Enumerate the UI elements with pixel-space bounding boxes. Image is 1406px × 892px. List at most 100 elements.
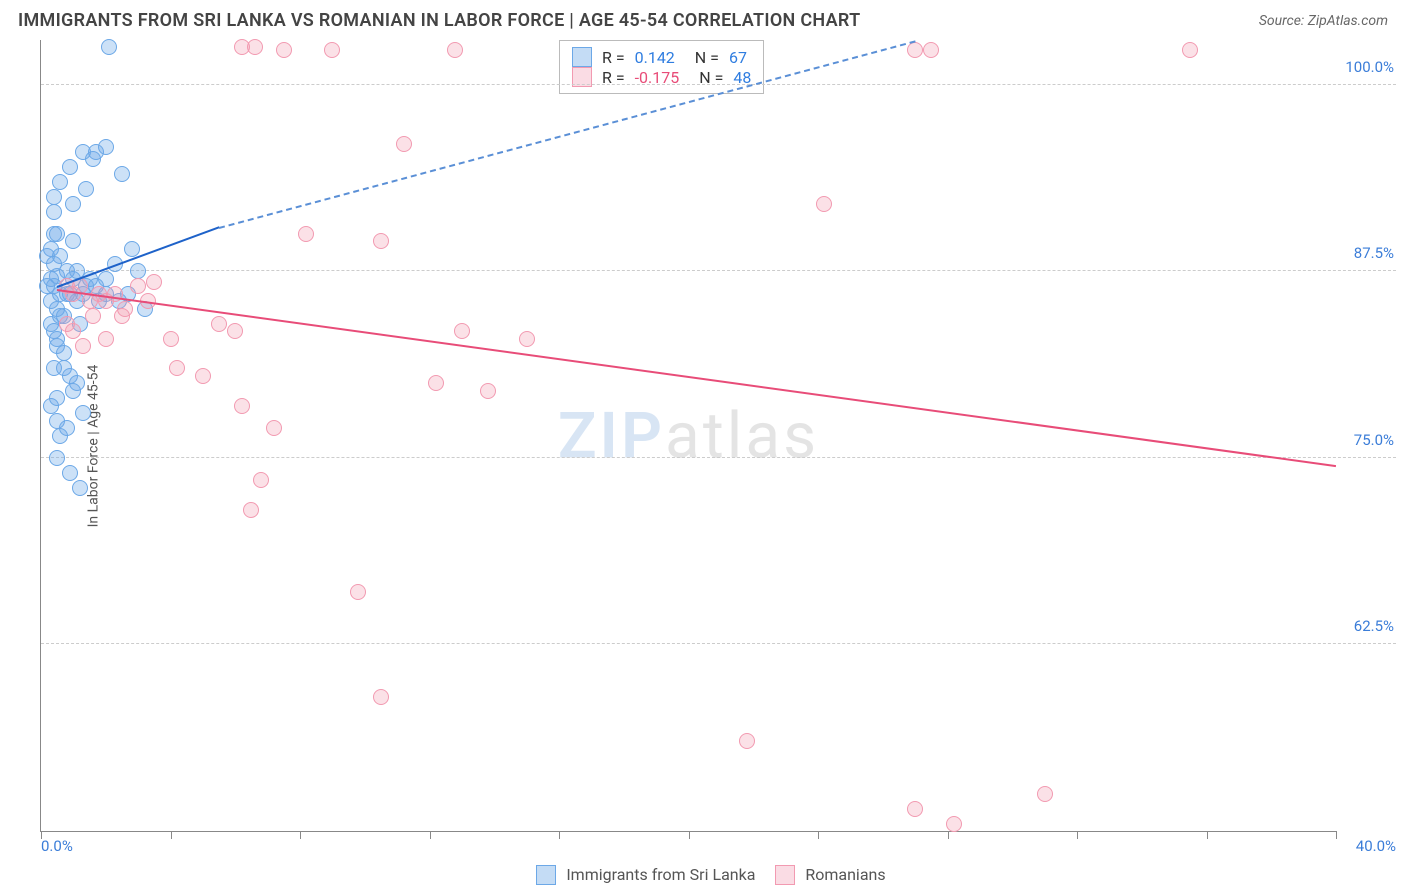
source-credit: Source: ZipAtlas.com — [1259, 13, 1388, 29]
scatter-point — [169, 360, 185, 376]
scatter-point — [101, 39, 117, 55]
scatter-point — [373, 689, 389, 705]
scatter-point — [907, 42, 923, 58]
scatter-point — [52, 174, 68, 190]
scatter-point — [195, 368, 211, 384]
scatter-point — [114, 166, 130, 182]
plot-area: ZIPatlas R = 0.142 N = 67 R = -0.175 N =… — [40, 40, 1336, 832]
scatter-point — [227, 323, 243, 339]
y-tick-label: 75.0% — [1339, 431, 1394, 449]
scatter-point — [43, 241, 59, 257]
swatch-icon — [572, 47, 592, 67]
chart-title: IMMIGRANTS FROM SRI LANKA VS ROMANIAN IN… — [18, 10, 860, 31]
legend-label-b: Romanians — [805, 865, 885, 884]
gridline — [41, 270, 1396, 271]
x-tick — [41, 831, 42, 839]
y-tick-label: 87.5% — [1339, 244, 1394, 262]
x-tick — [1336, 831, 1337, 839]
x-tick — [300, 831, 301, 839]
scatter-point — [253, 472, 269, 488]
scatter-point — [43, 398, 59, 414]
scatter-point — [816, 196, 832, 212]
stats-box: R = 0.142 N = 67 R = -0.175 N = 48 — [559, 40, 764, 94]
scatter-point — [59, 420, 75, 436]
scatter-point — [519, 331, 535, 347]
x-tick — [559, 831, 560, 839]
scatter-point — [46, 204, 62, 220]
x-tick — [1077, 831, 1078, 839]
scatter-point — [480, 383, 496, 399]
scatter-point — [247, 39, 263, 55]
scatter-point — [130, 263, 146, 279]
source-name: ZipAtlas.com — [1308, 13, 1388, 29]
scatter-point — [907, 801, 923, 817]
x-tick — [1207, 831, 1208, 839]
r-value-a: 0.142 — [635, 48, 675, 67]
gridline — [41, 643, 1396, 644]
scatter-point — [62, 159, 78, 175]
gridline — [41, 457, 1396, 458]
scatter-point — [62, 465, 78, 481]
scatter-point — [946, 816, 962, 832]
scatter-point — [454, 323, 470, 339]
scatter-point — [75, 338, 91, 354]
scatter-point — [739, 733, 755, 749]
stats-row-a: R = 0.142 N = 67 — [572, 47, 751, 67]
n-label: N = — [695, 48, 719, 67]
trend-line — [57, 289, 1336, 467]
scatter-point — [350, 584, 366, 600]
scatter-point — [211, 316, 227, 332]
scatter-point — [69, 375, 85, 391]
scatter-point — [72, 480, 88, 496]
scatter-point — [1182, 42, 1198, 58]
gridline — [41, 84, 1396, 85]
legend-label-a: Immigrants from Sri Lanka — [566, 865, 755, 884]
scatter-point — [65, 196, 81, 212]
scatter-point — [146, 274, 162, 290]
scatter-point — [49, 450, 65, 466]
watermark-zip: ZIP — [558, 398, 665, 473]
scatter-point — [276, 42, 292, 58]
swatch-icon — [536, 865, 556, 885]
x-tick — [948, 831, 949, 839]
x-tick — [430, 831, 431, 839]
scatter-point — [75, 405, 91, 421]
scatter-point — [124, 241, 140, 257]
scatter-point — [114, 308, 130, 324]
scatter-point — [447, 42, 463, 58]
watermark: ZIPatlas — [558, 398, 819, 473]
scatter-point — [59, 316, 75, 332]
watermark-atlas: atlas — [665, 398, 819, 473]
scatter-point — [243, 502, 259, 518]
n-value-a: 67 — [729, 48, 747, 67]
r-label: R = — [602, 48, 625, 67]
scatter-point — [298, 226, 314, 242]
y-tick-label: 62.5% — [1339, 617, 1394, 635]
chart-container: In Labor Force | Age 45-54 ZIPatlas R = … — [40, 40, 1396, 852]
scatter-point — [98, 331, 114, 347]
scatter-point — [85, 308, 101, 324]
scatter-point — [39, 278, 55, 294]
swatch-icon — [775, 865, 795, 885]
scatter-point — [396, 136, 412, 152]
x-tick — [171, 831, 172, 839]
scatter-point — [923, 42, 939, 58]
scatter-point — [46, 226, 62, 242]
scatter-point — [234, 398, 250, 414]
scatter-point — [98, 139, 114, 155]
x-tick — [689, 831, 690, 839]
scatter-point — [163, 331, 179, 347]
chart-header: IMMIGRANTS FROM SRI LANKA VS ROMANIAN IN… — [0, 0, 1406, 35]
bottom-legend: Immigrants from Sri Lanka Romanians — [0, 865, 1406, 886]
scatter-point — [1037, 786, 1053, 802]
scatter-point — [75, 144, 91, 160]
x-tick — [818, 831, 819, 839]
scatter-point — [428, 375, 444, 391]
scatter-point — [49, 338, 65, 354]
source-prefix: Source: — [1259, 13, 1308, 29]
x-axis-max-label: 40.0% — [1356, 837, 1396, 855]
scatter-point — [130, 278, 146, 294]
scatter-point — [56, 360, 72, 376]
scatter-point — [324, 42, 340, 58]
x-axis-min-label: 0.0% — [41, 837, 73, 855]
